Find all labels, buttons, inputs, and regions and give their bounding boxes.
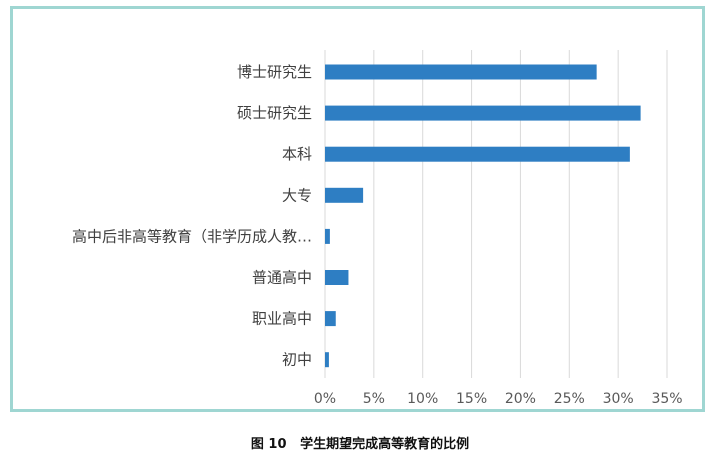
figure-caption: 图 10 学生期望完成高等教育的比例: [0, 433, 720, 452]
bar: [325, 352, 329, 368]
gridlines: [324, 50, 668, 378]
category-label: 硕士研究生: [237, 104, 312, 122]
category-label: 博士研究生: [237, 63, 312, 81]
bars: [325, 64, 641, 368]
x-tick-label: 25%: [554, 391, 585, 407]
x-tick-label: 35%: [651, 391, 682, 407]
caption-text: 学生期望完成高等教育的比例: [300, 437, 470, 452]
category-label: 大专: [282, 186, 312, 204]
x-tick-label: 5%: [363, 391, 385, 407]
bar: [325, 228, 330, 244]
x-tick-label: 15%: [456, 391, 487, 407]
x-tick-label: 0%: [314, 391, 336, 407]
bar: [325, 187, 364, 203]
tick-labels: 0% 5% 10% 15% 20% 25% 30% 35%: [314, 391, 683, 407]
category-label: 职业高中: [252, 310, 312, 328]
x-tick-label: 10%: [407, 391, 438, 407]
bar: [325, 270, 349, 285]
x-tick-label: 30%: [603, 391, 634, 407]
caption-number: 图 10: [250, 437, 287, 452]
category-label: 本科: [282, 145, 312, 163]
x-tick-label: 20%: [505, 391, 536, 407]
category-label: 普通高中: [252, 269, 312, 287]
bar: [325, 105, 641, 121]
bar: [325, 146, 630, 162]
category-label: 高中后非高等教育（非学历成人教…: [72, 227, 312, 245]
bar: [325, 311, 336, 327]
bar: [325, 64, 597, 80]
category-label: 初中: [282, 351, 312, 369]
